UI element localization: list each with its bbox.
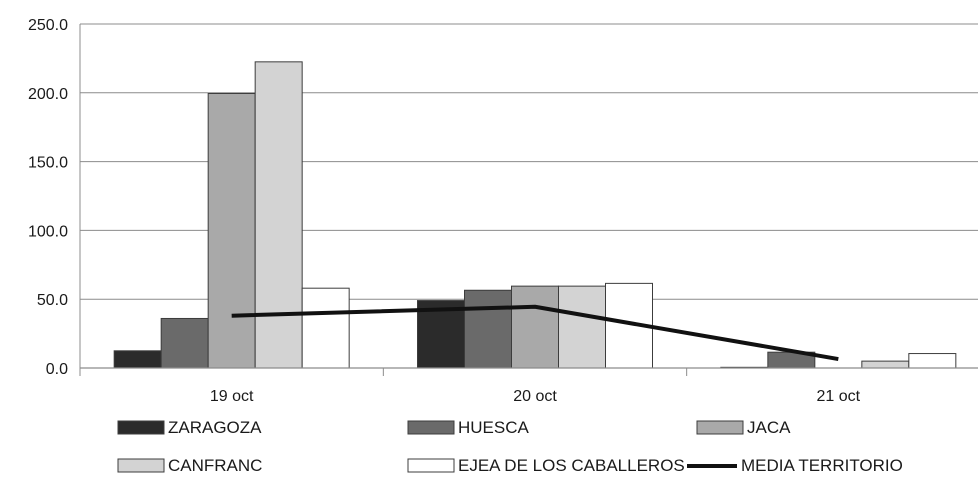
- legend-swatch-canfranc: [117, 458, 165, 473]
- bar-jaca: [511, 285, 559, 369]
- legend-swatch-huesca: [407, 420, 455, 435]
- average-line: [231, 304, 839, 362]
- x-tick-label: 19 oct: [210, 388, 254, 405]
- legend-label-canfranc: CANFRANC: [168, 456, 262, 475]
- bar-ejea-de-los-caballeros: [301, 287, 350, 369]
- legend-label-ejea-de-los-caballeros: EJEA DE LOS CABALLEROS: [458, 456, 685, 475]
- x-tick-label: 20 oct: [513, 388, 557, 405]
- y-tick-label: 250.0: [28, 17, 68, 34]
- y-tick-label: 100.0: [28, 223, 68, 240]
- x-tick-label: 21 oct: [817, 388, 861, 405]
- legend-swatch-ejea-de-los-caballeros: [407, 458, 455, 473]
- legend-label-jaca: JACA: [747, 418, 791, 437]
- x-axis: 19 oct 20 oct 21 oct: [79, 367, 978, 405]
- legend-label-huesca: HUESCA: [458, 418, 530, 437]
- y-tick-label: 200.0: [28, 86, 68, 103]
- bar-canfranc: [861, 360, 910, 369]
- y-axis: 0.0 50.0 100.0 150.0 200.0 250.0: [28, 17, 81, 378]
- legend-swatch-jaca: [696, 420, 744, 435]
- bar-ejea-de-los-caballeros: [908, 353, 957, 369]
- legend-label-zaragoza: ZARAGOZA: [168, 418, 262, 437]
- y-tick-label: 50.0: [37, 292, 68, 309]
- legend-label-media-territorio: MEDIA TERRITORIO: [741, 456, 903, 475]
- line-media-territorio: [231, 304, 839, 362]
- y-tick-label: 0.0: [46, 361, 68, 378]
- bar-canfranc: [558, 285, 606, 369]
- bar-canfranc: [254, 61, 303, 369]
- y-tick-label: 150.0: [28, 155, 68, 172]
- bar-huesca: [464, 289, 512, 369]
- bar-zaragoza: [113, 350, 162, 369]
- bars: [113, 61, 957, 369]
- bar-huesca: [160, 317, 209, 369]
- bar-jaca: [207, 92, 256, 369]
- legend-swatch-zaragoza: [117, 420, 165, 435]
- legend: ZARAGOZA HUESCA JACA CANFRANC EJEA DE LOS CA…: [117, 418, 903, 475]
